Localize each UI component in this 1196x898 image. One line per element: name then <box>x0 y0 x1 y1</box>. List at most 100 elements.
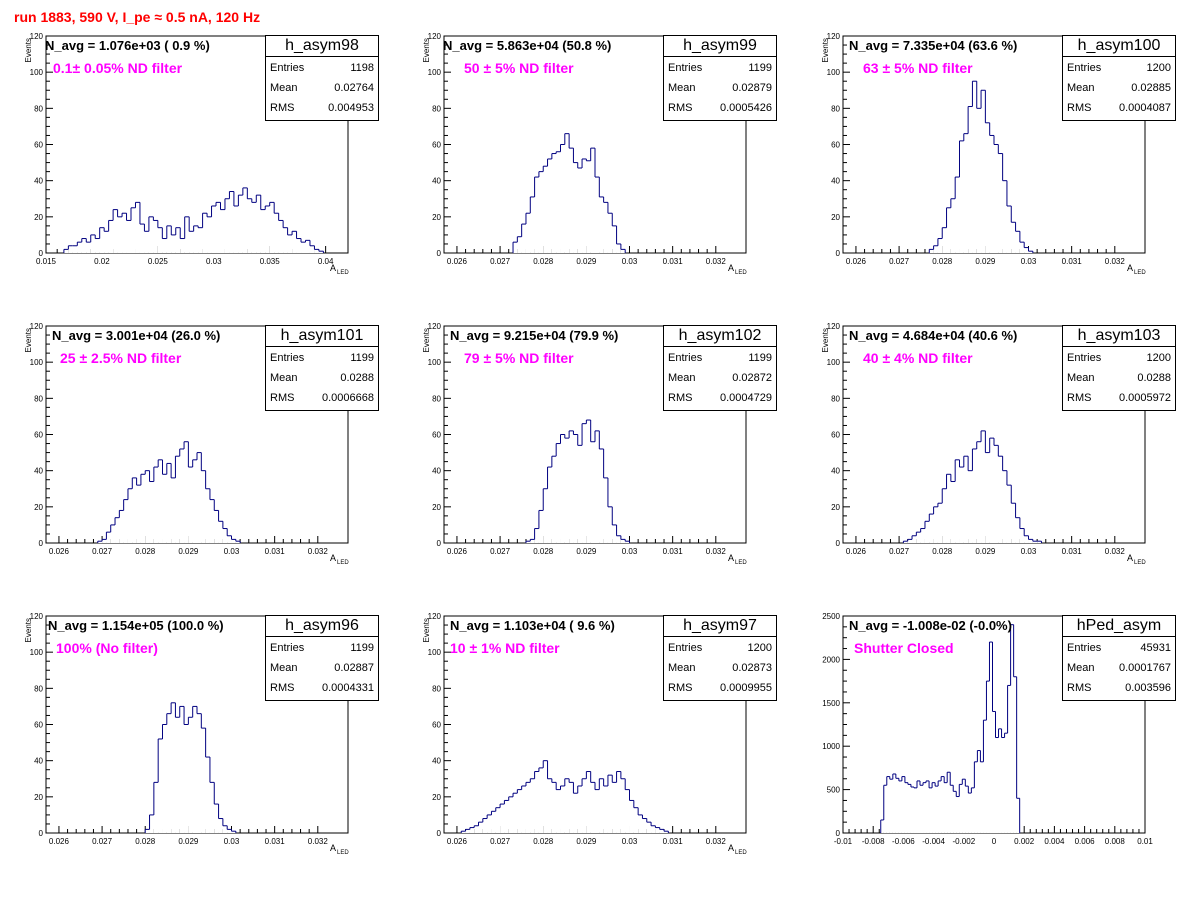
stat-mean-label: Mean <box>1067 372 1095 384</box>
histogram-bin <box>901 776 905 833</box>
histogram-bin <box>162 724 167 833</box>
histogram-bin <box>68 245 73 253</box>
y-tick-label: 40 <box>831 467 840 476</box>
x-tick-label: 0.027 <box>490 547 511 556</box>
histogram-bin <box>465 829 470 833</box>
y-tick-label: 80 <box>831 104 840 113</box>
histogram-bin <box>231 539 236 543</box>
histogram-bin <box>955 177 960 253</box>
x-tick-label: 0.029 <box>975 257 996 266</box>
histogram-bin <box>184 216 190 253</box>
histogram-bin <box>500 804 505 833</box>
histogram-bin <box>620 778 626 833</box>
stat-rms-value: 0.0009955 <box>720 682 772 694</box>
y-tick-label: 40 <box>432 757 441 766</box>
histogram-bin <box>607 506 613 543</box>
histogram-bin <box>171 702 176 833</box>
histogram-bin <box>935 786 939 833</box>
stat-rms-label: RMS <box>668 102 693 114</box>
histogram-bin <box>625 541 630 543</box>
stats-box: Entries 1200 Mean 0.02885 RMS 0.0004087 <box>1062 56 1176 121</box>
histogram-bin <box>153 782 159 833</box>
y-tick-label: 40 <box>432 467 441 476</box>
panel-h-asym98: 0 20 40 60 80 100 120 0.015 0.02 0.025 0.03 0.035 0.… <box>0 28 398 318</box>
histogram-bin <box>981 430 986 543</box>
stat-rms-label: RMS <box>668 682 693 694</box>
x-tick-label: 0.03 <box>622 547 638 556</box>
x-tick-label: 0.031 <box>1062 547 1083 556</box>
y-tick-label: 0 <box>836 249 841 258</box>
histogram-bin <box>920 528 925 543</box>
histogram-bin <box>158 459 163 543</box>
stat-entries-label: Entries <box>270 642 305 654</box>
x-axis-title-subscript: LED <box>337 850 349 856</box>
x-tick-label: 0.031 <box>663 837 684 846</box>
stat-entries-label: Entries <box>1067 352 1102 364</box>
histogram-bin <box>171 477 176 543</box>
x-axis-title-subscript: LED <box>337 270 349 276</box>
x-tick-label: 0.032 <box>706 257 727 266</box>
histogram-bin <box>638 814 643 833</box>
stat-rms-value: 0.0004729 <box>720 392 772 404</box>
histogram-bin <box>166 713 172 833</box>
histogram-bin <box>913 787 917 833</box>
stat-entries-label: Entries <box>270 62 305 74</box>
histogram-bin <box>158 738 163 833</box>
filter-text: 63 ± 5% ND filter <box>863 60 973 76</box>
histogram-bin <box>233 205 239 253</box>
y-tick-label: 20 <box>34 213 43 222</box>
histogram-plot: 0 20 40 60 80 100 120 0.015 0.02 0.025 0.03 0.035 0.… <box>24 32 349 276</box>
histogram-bin <box>564 438 570 543</box>
histogram-bin <box>106 532 111 543</box>
stat-mean-value: 0.0288 <box>340 372 374 384</box>
stat-rms-value: 0.0004331 <box>322 682 374 694</box>
histogram-bin <box>547 778 552 833</box>
histogram-bin <box>235 541 241 543</box>
x-tick-label: 0.026 <box>49 837 70 846</box>
histogram-bin <box>577 445 583 543</box>
histogram-bin <box>149 481 154 543</box>
histogram-bin <box>573 434 578 543</box>
y-tick-label: 2500 <box>822 612 840 621</box>
stat-rms-value: 0.0006668 <box>322 392 374 404</box>
histogram-name: h_asym96 <box>265 615 379 637</box>
histogram-bin <box>892 773 896 833</box>
histogram-bin <box>573 793 578 833</box>
histogram-bin <box>491 811 496 833</box>
histogram-bin <box>90 234 96 253</box>
x-tick-label: 0.015 <box>36 257 57 266</box>
histogram-bin <box>998 456 1003 543</box>
histogram-bin <box>599 778 604 833</box>
y-tick-label: 80 <box>34 104 43 113</box>
histogram-bin <box>538 510 544 543</box>
histogram-bin <box>944 782 948 833</box>
histogram-bin <box>933 245 938 253</box>
stat-rms-label: RMS <box>1067 102 1092 114</box>
histogram-bin <box>926 780 930 833</box>
y-axis-title: Events <box>24 328 33 352</box>
histogram-bin <box>214 510 219 543</box>
x-axis-title-subscript: LED <box>735 270 747 276</box>
histogram-bin <box>556 443 561 543</box>
histogram-bin <box>646 822 652 833</box>
x-axis-title-subscript: LED <box>1134 560 1146 566</box>
y-tick-label: 0 <box>437 249 442 258</box>
x-tick-label: 0.026 <box>846 547 867 556</box>
histogram-name: h_asym100 <box>1062 35 1176 57</box>
histogram-bin <box>126 220 132 253</box>
histogram-bin <box>994 445 999 543</box>
y-tick-label: 1500 <box>822 699 840 708</box>
histogram-bin <box>985 452 990 543</box>
x-tick-label: 0.028 <box>932 547 953 556</box>
histogram-bin <box>547 467 552 543</box>
y-tick-label: 60 <box>831 431 840 440</box>
histogram-bin <box>1002 180 1007 253</box>
stat-entries-value: 1200 <box>1146 352 1171 364</box>
histogram-bin <box>937 503 943 543</box>
histogram-bin <box>256 195 261 253</box>
histogram-bins <box>525 419 631 543</box>
histogram-bin <box>972 81 977 253</box>
histogram-bin <box>962 779 966 833</box>
histogram-bin <box>166 463 172 543</box>
histogram-plot: 0 20 40 60 80 100 120 0.026 0.027 0.028 0.029 0.03 0… <box>422 612 747 856</box>
